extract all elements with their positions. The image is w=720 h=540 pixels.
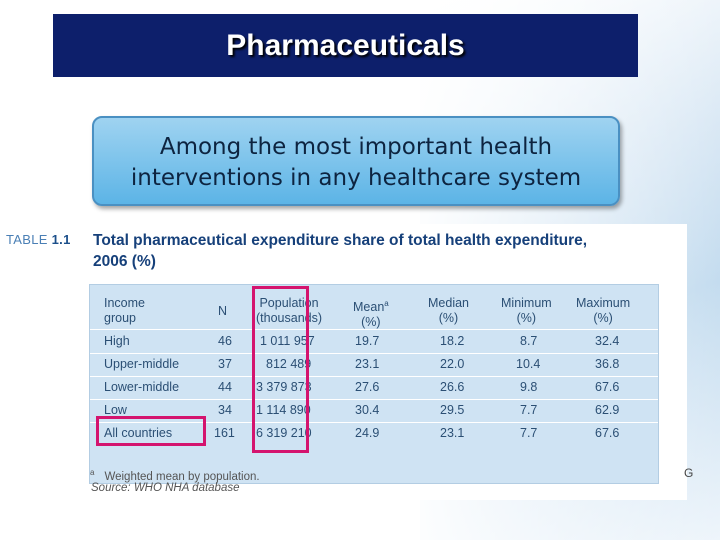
cell-maximum: 67.6 (595, 380, 620, 394)
callout-line-2: interventions in any healthcare system (130, 165, 582, 191)
cell-population: 812 489 (266, 357, 312, 371)
table-label: TABLE 1.1 (6, 232, 71, 247)
header-n: N (218, 304, 227, 319)
cell-group: Lower-middle (104, 380, 180, 394)
cell-median: 18.2 (440, 334, 465, 348)
header-population-line-2: (thousands) (256, 311, 323, 325)
cell-population: 3 379 873 (256, 380, 312, 394)
cell-median: 29.5 (440, 403, 465, 417)
cell-n: 46 (218, 334, 232, 348)
table-figure: TABLE 1.1 Total pharmaceutical expenditu… (0, 224, 687, 500)
header-minimum: Minimum (%) (501, 296, 552, 326)
cell-group: Upper-middle (104, 357, 180, 371)
table-row: High 46 1 011 957 19.7 18.2 8.7 32.4 (90, 331, 658, 354)
cell-median: 26.6 (440, 380, 465, 394)
cell-minimum: 7.7 (520, 403, 538, 417)
header-population: Population (thousands) (256, 296, 322, 326)
cell-median: 23.1 (440, 426, 465, 440)
table-label-prefix: TABLE (6, 232, 48, 247)
cell-mean: 27.6 (355, 380, 380, 394)
cell-population: 1 011 957 (260, 334, 315, 348)
cell-minimum: 10.4 (516, 357, 541, 371)
cell-mean: 30.4 (355, 403, 380, 417)
header-minimum-line-2: (%) (516, 311, 537, 325)
slide-title-bar: Pharmaceuticals (53, 14, 638, 77)
cell-n: 34 (218, 403, 232, 417)
cell-maximum: 62.9 (595, 403, 620, 417)
table-row: Lower-middle 44 3 379 873 27.6 26.6 9.8 … (90, 377, 658, 400)
header-maximum-line-2: (%) (593, 311, 613, 325)
callout-line-1: Among the most important health (159, 134, 553, 160)
header-population-line-1: Population (259, 296, 319, 310)
cell-maximum: 67.6 (595, 426, 620, 440)
table-row: All countries 161 6 319 210 24.9 23.1 7.… (90, 423, 658, 445)
table-title-line-1: Total pharmaceutical expenditure share o… (93, 232, 588, 249)
header-median: Median (%) (428, 296, 469, 326)
table-footnote: a Weighted mean by population. (90, 468, 260, 483)
cell-population: 6 319 210 (256, 426, 312, 440)
cell-maximum: 32.4 (595, 334, 620, 348)
header-mean: Meana (%) (353, 296, 389, 330)
cell-n: 44 (218, 380, 232, 394)
header-income-group-line-2: group (104, 311, 136, 325)
footnote-text: Weighted mean by population. (104, 470, 260, 483)
cell-mean: 24.9 (355, 426, 380, 440)
edge-text-fragment: G (684, 466, 694, 480)
data-table: Income group N Population (thousands) Me… (89, 284, 659, 484)
header-maximum: Maximum (%) (576, 296, 630, 326)
cell-minimum: 7.7 (520, 426, 538, 440)
cell-mean: 23.1 (355, 357, 380, 371)
slide-title: Pharmaceuticals (226, 28, 465, 62)
footnote-marker: a (90, 468, 95, 477)
table-source: Source: WHO NHA database (91, 482, 240, 494)
header-median-line-2: (%) (438, 311, 459, 325)
header-n-line-1: N (218, 304, 228, 318)
cell-group: High (104, 334, 130, 348)
table-label-number: 1.1 (51, 232, 71, 247)
cell-population: 1 114 890 (256, 403, 311, 417)
cell-maximum: 36.8 (595, 357, 620, 371)
header-income-group-line-1: Income (104, 296, 145, 310)
table-row: Upper-middle 37 812 489 23.1 22.0 10.4 3… (90, 354, 658, 377)
cell-minimum: 9.8 (520, 380, 538, 394)
cell-n: 161 (214, 426, 235, 440)
table-header-row: Income group N Population (thousands) Me… (90, 293, 658, 330)
cell-mean: 19.7 (355, 334, 380, 348)
cell-group: Low (104, 403, 127, 417)
header-mean-line-2: (%) (361, 315, 381, 330)
mean-column-highlight (252, 286, 309, 453)
header-minimum-line-1: Minimum (501, 296, 552, 310)
table-row: Low 34 1 114 890 30.4 29.5 7.7 62.9 (90, 400, 658, 423)
cell-group: All countries (104, 426, 173, 440)
all-countries-highlight (96, 416, 206, 446)
callout-box: Among the most important health interven… (92, 116, 620, 206)
header-mean-line-1: Meana (353, 299, 389, 315)
cell-median: 22.0 (440, 357, 465, 371)
cell-minimum: 8.7 (520, 334, 538, 348)
header-median-line-1: Median (428, 296, 469, 310)
table-title: Total pharmaceutical expenditure share o… (93, 230, 653, 272)
table-title-line-2: 2006 (%) (93, 253, 156, 270)
header-maximum-line-1: Maximum (576, 296, 631, 310)
cell-n: 37 (218, 357, 232, 371)
header-income-group: Income group (104, 296, 145, 326)
